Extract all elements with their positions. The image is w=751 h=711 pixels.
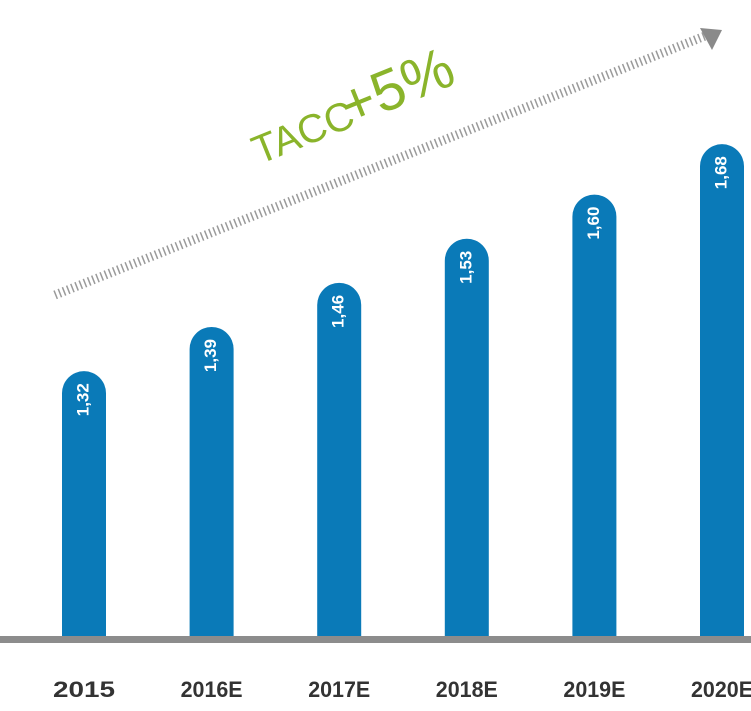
value-label: 1,46 (329, 295, 348, 328)
x-tick-label: 2018E (436, 677, 498, 702)
trend-arrow (53, 28, 722, 300)
bar (62, 371, 106, 636)
x-tick-label: 2017E (308, 677, 370, 702)
arrow-head (700, 28, 722, 50)
bar (444, 238, 489, 636)
x-tick-label: 2019E (563, 677, 625, 702)
bar (700, 144, 744, 636)
annotation: TACC +5% (246, 35, 464, 174)
value-label: 1,32 (73, 383, 92, 416)
bar (189, 327, 234, 636)
value-label: 1,39 (201, 339, 220, 372)
value-label: 1,60 (584, 207, 603, 240)
x-tick-label: 2020E (691, 677, 751, 702)
annotation-value: +5% (330, 35, 463, 139)
bar (572, 194, 617, 636)
x-tick-label: 2016E (181, 677, 243, 702)
x-axis (0, 636, 751, 643)
bar (317, 282, 362, 636)
x-tick-label: 2015 (53, 677, 115, 702)
value-label: 1,68 (711, 156, 730, 189)
value-label: 1,53 (456, 251, 475, 284)
